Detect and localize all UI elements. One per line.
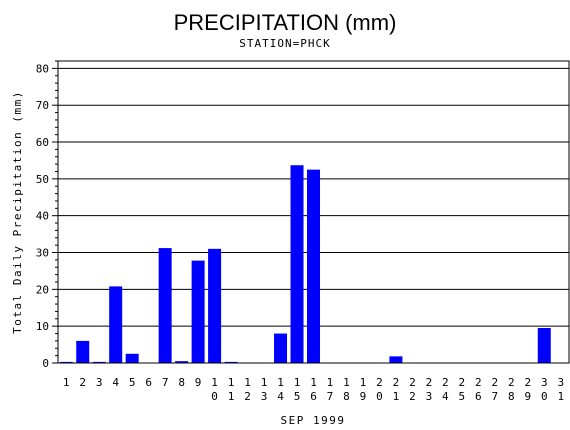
y-tick-label: 70 bbox=[36, 99, 49, 112]
bar bbox=[537, 328, 551, 363]
bar bbox=[191, 260, 205, 363]
y-axis-ticks: 0 10 20 30 40 50 60 70 80 bbox=[36, 60, 58, 370]
plot-frame bbox=[57, 60, 570, 364]
chart-subtitle: STATION=PHCK bbox=[239, 37, 330, 50]
bar bbox=[224, 361, 238, 363]
y-tick-label: 0 bbox=[42, 357, 49, 370]
bar bbox=[389, 356, 403, 363]
x-tick-label: 8 bbox=[178, 376, 185, 389]
chart-title: PRECIPITATION (mm) bbox=[174, 10, 397, 35]
bar bbox=[208, 248, 222, 363]
bar bbox=[175, 361, 189, 363]
bar bbox=[76, 340, 90, 363]
bar bbox=[109, 286, 123, 363]
bar bbox=[290, 165, 304, 363]
bars bbox=[59, 165, 551, 363]
bar bbox=[92, 361, 106, 363]
x-tick-label: 4 bbox=[112, 376, 119, 389]
x-tick-label: 6 bbox=[145, 376, 152, 389]
bar bbox=[59, 361, 73, 363]
y-tick-label: 80 bbox=[36, 62, 49, 75]
x-tick-label: 5 bbox=[129, 376, 136, 389]
x-tick-label: 1 bbox=[63, 376, 70, 389]
x-tick-label: 7 bbox=[162, 376, 169, 389]
y-tick-label: 10 bbox=[36, 320, 49, 333]
y-tick-label: 30 bbox=[36, 247, 49, 260]
bar bbox=[158, 248, 172, 363]
y-tick-label: 50 bbox=[36, 173, 49, 186]
x-axis-ticks: 1 2 3 4 5 6 7 8 9 1 01 11 21 31 41 51 61 71 81 92 02 12 22 32 42… bbox=[63, 376, 564, 403]
bar bbox=[274, 333, 288, 363]
x-tick-label: 2 bbox=[79, 376, 86, 389]
y-axis-label: Total Daily Precipitation (mm) bbox=[11, 90, 24, 334]
bar bbox=[125, 353, 139, 363]
y-tick-label: 60 bbox=[36, 136, 49, 149]
x-axis-label: SEP 1999 bbox=[281, 414, 346, 427]
bar bbox=[307, 169, 320, 363]
y-tick-label: 40 bbox=[36, 210, 49, 223]
x-tick-label: 9 bbox=[195, 376, 202, 389]
y-tick-label: 20 bbox=[36, 283, 49, 296]
x-tick-label: 3 bbox=[96, 376, 103, 389]
